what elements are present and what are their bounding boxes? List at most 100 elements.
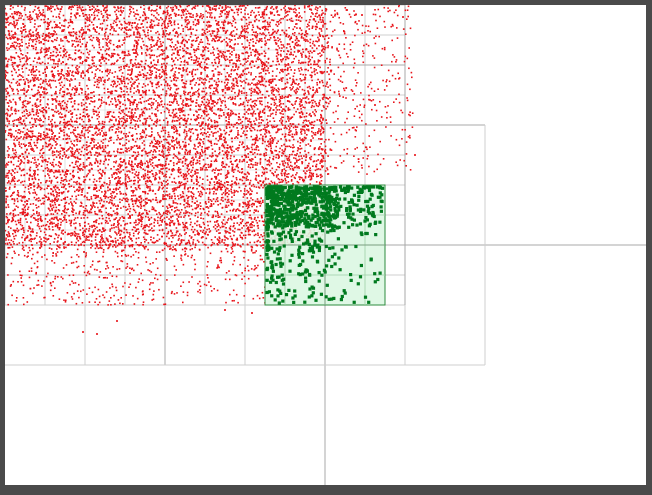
- data-point: [151, 140, 153, 143]
- data-point: [19, 96, 22, 99]
- data-point: [58, 169, 60, 171]
- data-point: [73, 120, 76, 123]
- data-point: [268, 17, 270, 19]
- quadtree-canvas[interactable]: [5, 5, 646, 485]
- data-point: [101, 71, 103, 73]
- data-point: [248, 21, 251, 24]
- data-point: [240, 135, 243, 138]
- data-point: [99, 162, 101, 165]
- data-point: [139, 187, 141, 190]
- data-point: [299, 105, 302, 107]
- data-point: [27, 81, 30, 84]
- data-point: [275, 156, 277, 159]
- data-point: [91, 21, 93, 24]
- data-point: [39, 103, 42, 106]
- data-point: [133, 101, 136, 104]
- data-point: [16, 165, 18, 168]
- data-point: [220, 180, 222, 183]
- data-point: [76, 180, 78, 183]
- data-point: [266, 126, 268, 128]
- data-point: [41, 154, 43, 157]
- data-point: [42, 145, 44, 147]
- data-point: [77, 108, 79, 111]
- data-point: [198, 122, 200, 124]
- data-point: [91, 126, 94, 128]
- data-point: [15, 130, 17, 132]
- data-point: [299, 44, 301, 47]
- data-point: [142, 190, 144, 193]
- data-point: [33, 213, 35, 215]
- data-point: [156, 147, 158, 150]
- data-point: [247, 27, 249, 29]
- data-point: [96, 190, 98, 192]
- data-point: [12, 120, 14, 123]
- data-point: [84, 178, 87, 181]
- data-point: [182, 47, 184, 50]
- data-point: [220, 51, 222, 54]
- data-point: [230, 98, 232, 101]
- data-point: [105, 48, 108, 50]
- data-point: [104, 134, 107, 137]
- data-point: [312, 172, 315, 175]
- data-point: [177, 104, 180, 106]
- data-point: [37, 89, 39, 92]
- data-point: [160, 83, 163, 86]
- data-point: [294, 154, 296, 156]
- data-point: [260, 202, 262, 205]
- data-point: [148, 189, 151, 192]
- data-point: [54, 80, 57, 82]
- data-point: [310, 139, 312, 141]
- data-point: [215, 37, 217, 39]
- data-point: [142, 212, 144, 215]
- data-point: [142, 76, 145, 78]
- data-point: [87, 211, 90, 214]
- data-point: [97, 195, 99, 197]
- data-point: [209, 12, 211, 14]
- data-point: [63, 151, 66, 154]
- data-point: [133, 87, 136, 89]
- data-point: [18, 79, 21, 81]
- data-point: [19, 145, 21, 147]
- data-point: [272, 80, 274, 82]
- data-point: [140, 6, 142, 9]
- data-point: [289, 134, 291, 136]
- data-point: [266, 171, 268, 174]
- data-point: [173, 12, 176, 15]
- data-point: [53, 222, 55, 225]
- data-point: [171, 126, 173, 128]
- data-point: [211, 126, 213, 128]
- data-point: [118, 138, 121, 141]
- data-point: [237, 190, 239, 193]
- data-point: [143, 8, 145, 10]
- data-point: [117, 221, 119, 224]
- data-point: [236, 164, 238, 167]
- data-point: [197, 181, 200, 184]
- data-point: [207, 50, 210, 52]
- data-point: [207, 102, 210, 105]
- data-point: [195, 197, 197, 199]
- data-point: [105, 195, 108, 198]
- data-point: [305, 31, 307, 33]
- data-point: [198, 57, 200, 60]
- data-point: [243, 190, 246, 192]
- data-point: [95, 144, 97, 146]
- data-point: [190, 31, 193, 34]
- data-point: [46, 187, 48, 190]
- data-point: [246, 60, 249, 62]
- data-point: [278, 109, 281, 111]
- data-point: [289, 45, 291, 48]
- data-point: [253, 138, 255, 141]
- data-point: [175, 95, 177, 97]
- data-point: [213, 105, 216, 107]
- data-point: [262, 224, 265, 226]
- data-point: [309, 174, 311, 177]
- data-point: [163, 211, 165, 214]
- data-point: [221, 221, 223, 224]
- data-point: [107, 37, 109, 40]
- data-point: [201, 5, 204, 8]
- data-point: [15, 41, 17, 44]
- data-point: [113, 161, 115, 163]
- data-point: [25, 144, 27, 146]
- data-point: [83, 133, 86, 135]
- data-point: [98, 177, 101, 180]
